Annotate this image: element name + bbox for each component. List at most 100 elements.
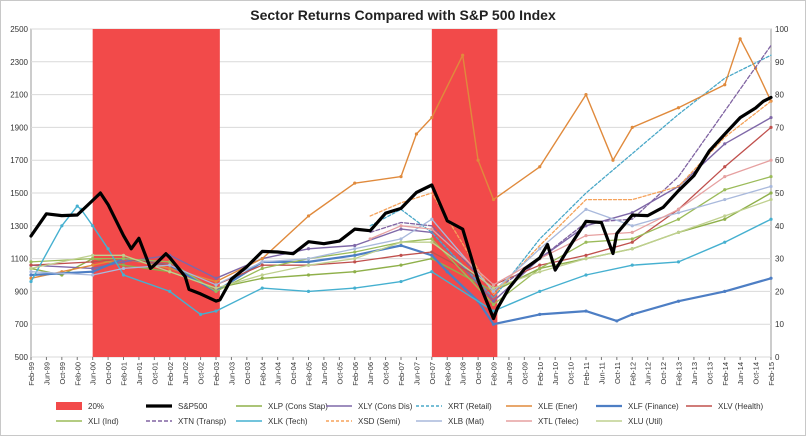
point-xlf-finance [615, 319, 619, 323]
point-xlb-mat [399, 237, 403, 241]
point-xlu-util [399, 240, 403, 244]
chart-title: Sector Returns Compared with S&P 500 Ind… [250, 7, 556, 23]
point-xlb-mat [29, 270, 33, 274]
point-xlb-mat [260, 260, 264, 264]
point-xle-ener [723, 83, 727, 87]
point-xlf-finance [430, 253, 434, 257]
x-tick-label: Feb-06 [351, 362, 360, 386]
x-tick-label: Jun-10 [551, 362, 560, 385]
y-left-tick-label: 500 [15, 353, 29, 362]
x-tick-label: Oct-10 [567, 362, 576, 385]
point-xlu-util [630, 247, 634, 251]
point-xlv-health [399, 253, 403, 257]
point-xtl-telec [630, 230, 634, 234]
y-right-tick-label: 50 [775, 189, 784, 198]
point-xli-ind [29, 260, 33, 264]
point-xle-ener [306, 214, 311, 218]
x-tick-label: Feb-05 [305, 362, 314, 386]
point-xle-ener [214, 279, 218, 284]
point-xle-ener [414, 132, 419, 136]
point-xlv-health [29, 263, 33, 267]
point-xlf-finance [399, 243, 403, 248]
point-xlu-util [538, 270, 542, 274]
x-tick-label: Jun-04 [274, 362, 283, 385]
x-tick-label: Jun-05 [320, 362, 329, 385]
x-tick-label: Jun-11 [597, 362, 606, 384]
x-tick-label: Oct-05 [335, 362, 344, 385]
point-xlb-mat [353, 247, 357, 251]
point-xle-ener [91, 263, 95, 267]
point-xle-ener [168, 266, 172, 271]
axes: 5007009001100130015001700190021002300250… [10, 25, 789, 386]
x-tick-label: Jun-09 [505, 362, 514, 385]
y-left-tick-label: 700 [15, 320, 29, 329]
legend-label-xle-ener: XLE (Ener) [538, 402, 578, 411]
point-xlp-cons-stap [769, 191, 773, 195]
point-xlb-mat [91, 273, 95, 277]
x-tick-label: Jun-00 [89, 362, 98, 385]
y-right-tick-label: 90 [775, 58, 784, 67]
point-xlb-mat [430, 217, 434, 221]
point-xlv-health [630, 240, 634, 244]
point-xle-ener [738, 37, 742, 41]
point-xlk-tech [121, 273, 126, 277]
y-left-tick-label: 1700 [10, 156, 28, 165]
y-left-tick-label: 1300 [10, 222, 28, 231]
point-xlb-mat [538, 247, 542, 251]
y-right-tick-label: 0 [775, 353, 780, 362]
x-tick-label: Jun-06 [366, 362, 375, 385]
x-tick-label: Oct-12 [659, 362, 668, 385]
point-xly-cons-dis [630, 211, 634, 215]
point-xli-ind [491, 302, 496, 307]
point-xlb-mat [723, 197, 727, 202]
point-xlk-tech [168, 289, 172, 293]
y-left-tick-label: 900 [15, 287, 29, 296]
legend-label-xtl-telec: XTL (Telec) [538, 417, 579, 426]
point-xle-ener [584, 93, 588, 97]
x-tick-label: Jun-01 [135, 362, 144, 385]
point-xli-ind [630, 237, 634, 241]
point-xle-ener [676, 106, 681, 110]
point-xlk-tech [538, 289, 542, 293]
y-right-tick-label: 40 [775, 222, 784, 231]
point-xly-cons-dis [91, 266, 95, 271]
x-tick-label: Oct-00 [104, 362, 113, 385]
point-xlf-finance [584, 309, 588, 313]
point-xly-cons-dis [306, 247, 311, 251]
series-line-xtn-transp [369, 44, 772, 293]
point-xlk-tech [29, 279, 33, 284]
series-lines [29, 37, 773, 326]
x-tick-label: Jun-14 [736, 362, 745, 385]
point-xlk-tech [60, 224, 64, 228]
point-xlv-health [260, 263, 264, 267]
point-xlu-util [676, 230, 681, 234]
x-tick-label: Oct-02 [197, 362, 206, 385]
point-xli-ind [260, 266, 264, 271]
x-tick-label: Jun-02 [181, 362, 190, 385]
point-xlb-mat [769, 184, 773, 189]
point-xlf-finance [306, 260, 311, 264]
point-xlb-mat [491, 289, 496, 293]
point-xlv-health [723, 165, 727, 169]
point-xle-ener [353, 181, 357, 185]
point-xlu-util [168, 270, 172, 274]
legend-label-xlv-health: XLV (Health) [718, 402, 764, 411]
point-xli-ind [430, 237, 434, 241]
point-xli-ind [91, 257, 95, 261]
point-xli-ind [353, 250, 357, 254]
point-xlu-util [584, 257, 588, 261]
point-xlk-tech [399, 279, 403, 284]
point-xlf-finance [676, 299, 681, 303]
series-line-xlk-tech [30, 205, 772, 316]
y-left-tick-label: 1500 [10, 189, 28, 198]
point-xlp-cons-stap [399, 263, 403, 267]
x-tick-label: Oct-01 [150, 362, 159, 385]
point-xlk-tech [75, 204, 79, 208]
x-tick-label: Feb-02 [166, 362, 175, 386]
point-xly-cons-dis [121, 260, 126, 264]
point-xle-ener [430, 115, 434, 120]
legend-label-xtn-transp: XTN (Transp) [178, 417, 226, 426]
point-xle-ener [399, 175, 403, 179]
point-xtl-telec [399, 224, 403, 228]
x-tick-label: Oct-08 [474, 362, 483, 385]
